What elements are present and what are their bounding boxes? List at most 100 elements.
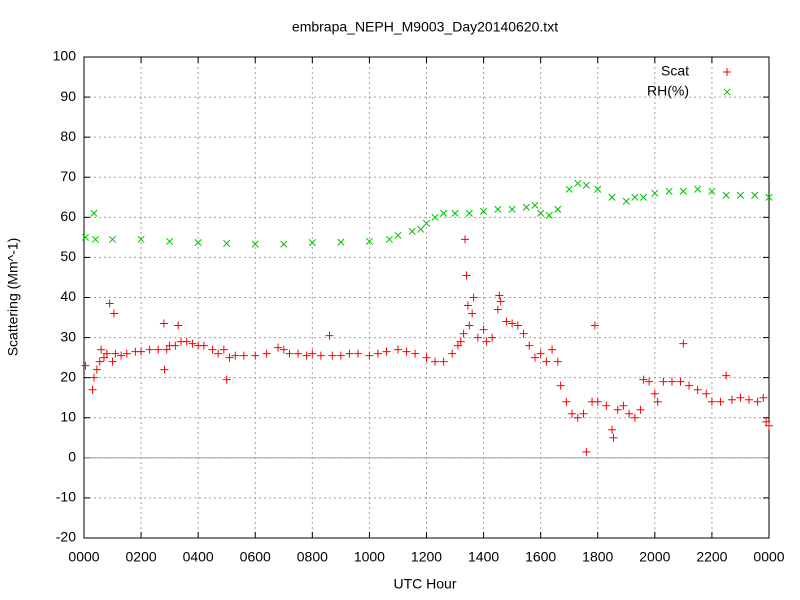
y-tick-label: 10 <box>60 408 76 424</box>
point <box>653 397 662 406</box>
point <box>431 213 439 221</box>
point <box>480 207 488 215</box>
point <box>609 433 618 442</box>
point <box>608 425 617 434</box>
point <box>650 389 659 398</box>
point <box>465 321 474 330</box>
chart-title: embrapa_NEPH_M9003_Day20140620.txt <box>292 19 558 35</box>
point <box>285 349 294 358</box>
point <box>208 345 217 354</box>
point <box>154 345 163 354</box>
point <box>679 339 688 348</box>
point <box>722 191 730 199</box>
point <box>394 231 402 239</box>
x-tick-label: 1800 <box>582 549 613 565</box>
point <box>422 219 431 227</box>
point <box>553 357 562 366</box>
point <box>90 209 98 217</box>
point <box>590 321 599 330</box>
point <box>708 187 716 195</box>
point <box>81 361 90 370</box>
point <box>702 389 711 398</box>
point <box>166 237 174 245</box>
point <box>579 409 588 418</box>
x-tick-label: 2000 <box>639 549 670 565</box>
point <box>519 329 528 338</box>
point <box>251 351 260 360</box>
y-tick-label: 60 <box>60 208 76 224</box>
point <box>522 203 530 211</box>
point <box>328 351 337 360</box>
point <box>759 393 768 402</box>
point <box>262 349 271 358</box>
point <box>545 211 553 219</box>
legend-label: Scat <box>661 63 689 79</box>
y-tick-label: 100 <box>53 48 77 64</box>
y-tick-label: 20 <box>60 368 76 384</box>
x-tick-label: 0800 <box>297 549 328 565</box>
point <box>108 357 117 366</box>
x-axis-label: UTC Hour <box>393 576 456 592</box>
x-tick-label: 1400 <box>468 549 499 565</box>
point <box>451 209 459 217</box>
point <box>137 347 146 356</box>
point <box>385 235 393 243</box>
point <box>765 193 773 201</box>
point <box>393 345 402 354</box>
point <box>91 235 99 243</box>
point <box>462 271 471 280</box>
point <box>465 209 473 217</box>
point <box>473 333 482 342</box>
point <box>117 351 126 360</box>
point <box>214 349 223 358</box>
point <box>745 395 754 404</box>
legend-label: RH(%) <box>647 83 689 99</box>
legend-marker <box>723 68 731 76</box>
point <box>97 345 106 354</box>
point <box>279 345 288 354</box>
point <box>639 193 647 201</box>
point <box>225 353 234 362</box>
plot-border <box>83 56 770 539</box>
point <box>556 381 565 390</box>
point <box>488 333 497 342</box>
point <box>439 357 448 366</box>
point <box>496 297 505 306</box>
point <box>99 353 108 362</box>
point <box>582 447 591 456</box>
point <box>722 371 731 380</box>
x-tick-label: 0400 <box>183 549 214 565</box>
point <box>108 235 117 243</box>
point <box>651 189 659 197</box>
point <box>137 235 145 243</box>
point <box>765 421 773 430</box>
point <box>448 349 457 358</box>
y-tick-label: 50 <box>60 248 76 264</box>
point <box>494 205 502 213</box>
point <box>707 397 716 406</box>
point <box>530 353 539 362</box>
point <box>302 351 311 360</box>
point <box>659 377 668 386</box>
point <box>182 337 191 346</box>
point <box>174 321 183 330</box>
point <box>753 397 762 406</box>
point <box>736 191 745 199</box>
point <box>679 187 687 195</box>
point <box>762 417 771 426</box>
point <box>736 393 745 402</box>
y-axis-label: Scattering (Mm^-1) <box>5 238 21 357</box>
point <box>219 345 228 354</box>
point <box>89 373 98 382</box>
point <box>199 341 208 350</box>
point <box>408 227 416 235</box>
point <box>602 401 611 410</box>
point <box>308 349 317 358</box>
point <box>411 349 420 358</box>
x-tick-label: 2200 <box>696 549 727 565</box>
x-tick-label: 0200 <box>126 549 157 565</box>
point <box>468 309 477 318</box>
point <box>568 409 577 418</box>
point <box>542 357 551 366</box>
point <box>554 205 562 213</box>
